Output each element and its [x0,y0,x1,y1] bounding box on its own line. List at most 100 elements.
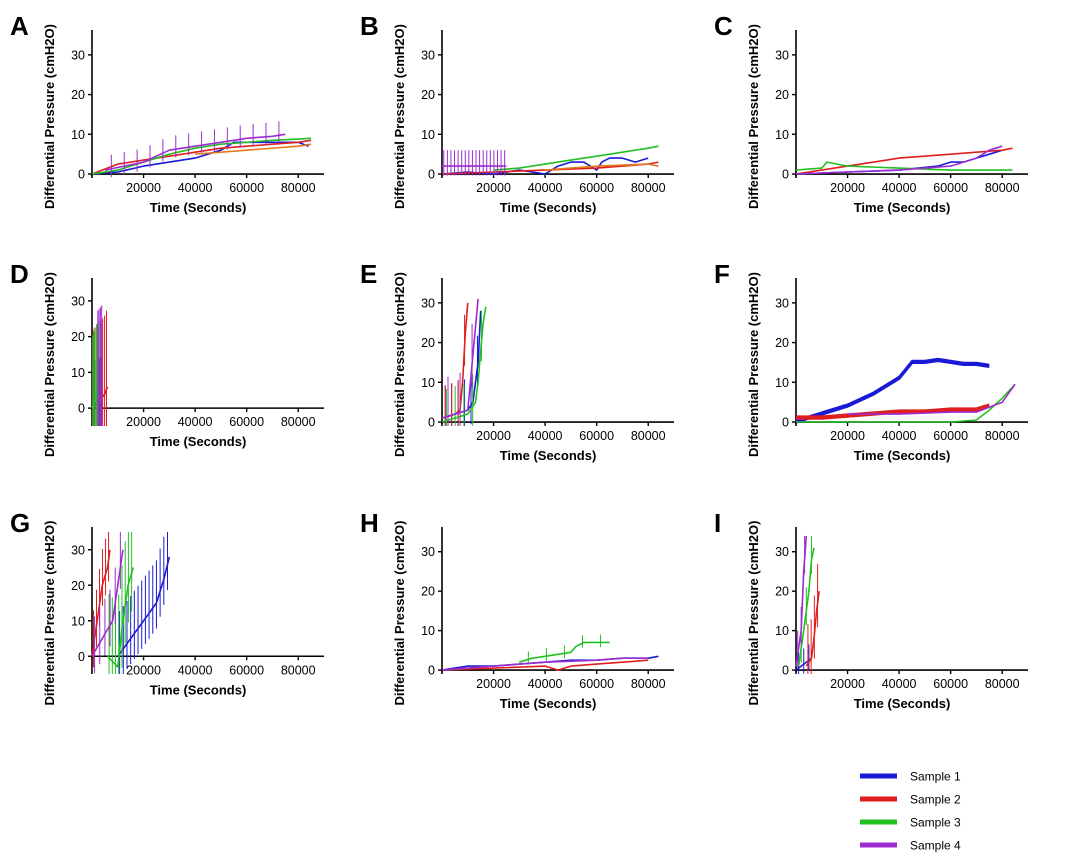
x-axis-title: Time (Seconds) [500,448,597,463]
x-tick-label: 20000 [126,181,161,195]
series-sample-2 [91,139,312,175]
y-tick-label: 10 [71,366,85,380]
series-sample-3 [441,306,487,426]
y-axis-title: Differential Pressure (cmH2O) [42,272,57,457]
series-line [91,389,101,409]
series-sample-3 [493,145,659,171]
legend-label: Sample 4 [910,839,961,853]
panel-letter-A: A [10,11,29,41]
y-tick-label: 30 [775,48,789,62]
y-tick-label: 20 [775,585,789,599]
series-line [795,358,990,424]
series-sample-1 [91,141,309,175]
y-axis-title: Differential Pressure (cmH2O) [392,24,407,209]
legend: Sample 1 Sample 2 Sample 3 Sample 4 [860,770,961,853]
y-tick-label: 20 [775,336,789,350]
series-line [91,137,312,175]
series-sample-3 [795,161,1013,171]
series-line [441,659,649,671]
x-tick-label: 40000 [528,677,563,691]
legend-label: Sample 2 [910,793,961,807]
series-sample-3 [796,383,1016,423]
x-axis-title: Time (Seconds) [150,200,247,215]
x-tick-label: 60000 [579,181,614,195]
series-sample-2 [441,659,649,671]
series-sample-3 [91,137,312,175]
series-line [847,383,1016,415]
y-tick-label: 20 [421,336,435,350]
series-sample-4 [847,383,1016,415]
y-tick-label: 30 [421,296,435,310]
x-axis-title: Time (Seconds) [854,448,951,463]
series-sample-4 [96,305,103,426]
y-axis-title: Differential Pressure (cmH2O) [746,521,761,706]
y-tick-label: 10 [71,128,85,142]
y-tick-label: 10 [421,376,435,390]
x-tick-label: 80000 [631,181,666,195]
series-sample-3 [519,634,610,665]
y-tick-label: 0 [428,416,435,430]
x-tick-label: 80000 [631,429,666,443]
y-tick-label: 30 [775,545,789,559]
series-line [91,139,312,175]
x-tick-label: 80000 [985,677,1020,691]
x-tick-label: 20000 [476,677,511,691]
series-line [795,161,1013,171]
series-extra [545,163,659,171]
series-line [117,556,171,657]
x-tick-label: 40000 [178,663,213,677]
series-sample-3 [106,532,134,674]
panel-E: E 0 10 20 30 20000 40000 60000 80000 Time (Second… [360,259,674,463]
x-axis-title: Time (Seconds) [150,682,247,697]
series-line [519,641,610,663]
series-sample-2 [91,532,111,668]
series-sample-1 [795,357,990,424]
series-line [441,306,487,423]
series-line [493,145,659,171]
series-band [795,357,990,421]
x-tick-label: 20000 [830,181,865,195]
y-tick-label: 20 [421,88,435,102]
x-tick-label: 60000 [229,415,264,429]
series-line [545,163,659,171]
y-tick-label: 10 [71,614,85,628]
y-tick-label: 10 [421,128,435,142]
x-tick-label: 40000 [882,677,917,691]
panel-I: I 0 10 20 30 20000 40000 60000 80000 Time (Second… [714,508,1028,711]
series-line [91,141,309,175]
x-axis-title: Time (Seconds) [854,200,951,215]
y-tick-label: 0 [78,402,85,416]
panel-letter-I: I [714,508,721,538]
y-tick-label: 0 [782,168,789,182]
y-tick-label: 0 [78,168,85,182]
y-tick-label: 10 [421,624,435,638]
series-extra [195,143,312,155]
panel-letter-F: F [714,259,730,289]
y-tick-label: 10 [775,624,789,638]
x-tick-label: 80000 [281,663,316,677]
y-tick-label: 30 [71,543,85,557]
x-tick-label: 20000 [476,181,511,195]
series-sample-1 [795,644,812,674]
y-tick-label: 0 [428,664,435,678]
panel-G: G 0 10 20 30 20000 40000 60000 80000 Time (Second… [10,508,324,705]
x-tick-label: 40000 [178,181,213,195]
panel-D: D 0 10 20 30 20000 40000 60000 80000 Time (Second… [10,259,324,457]
series-band [796,403,990,417]
series-sample-4 [91,532,124,674]
series-line [796,383,1016,423]
panel-letter-G: G [10,508,30,538]
x-tick-label: 80000 [281,181,316,195]
x-axis-title: Time (Seconds) [500,696,597,711]
series-sample-2 [805,564,820,674]
x-axis-title: Time (Seconds) [150,434,247,449]
series-sample-4 [795,535,808,669]
y-tick-label: 10 [775,128,789,142]
y-tick-label: 20 [775,88,789,102]
y-axis-title: Differential Pressure (cmH2O) [392,272,407,457]
legend-label: Sample 3 [910,816,961,830]
y-tick-label: 30 [421,48,435,62]
y-tick-label: 20 [71,330,85,344]
